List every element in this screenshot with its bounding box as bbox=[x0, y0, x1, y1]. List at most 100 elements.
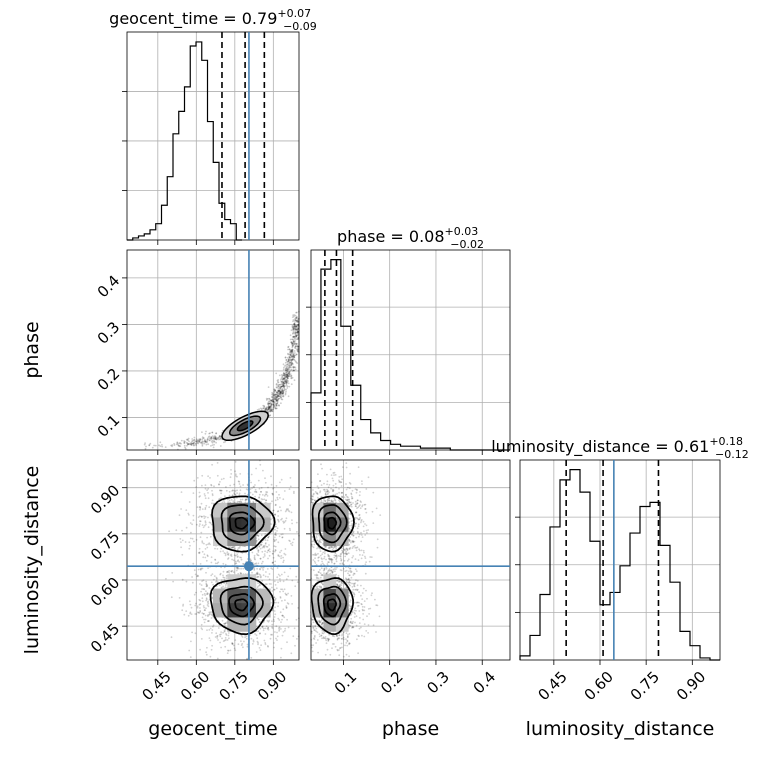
phase-vs-geocent-sample-point bbox=[290, 349, 293, 352]
ld-vs-phase-sample-point bbox=[360, 540, 363, 543]
ld-vs-phase-sample-point bbox=[317, 559, 320, 562]
ld-vs-geocent-sample-point bbox=[256, 640, 259, 643]
ld-vs-phase-sample-point bbox=[348, 594, 351, 597]
phase-vs-geocent-sample-point bbox=[268, 400, 271, 403]
ld-vs-phase-sample-point bbox=[347, 486, 349, 489]
phase-vs-geocent-sample-point bbox=[293, 323, 296, 325]
phase-vs-geocent-sample-point bbox=[292, 314, 294, 316]
phase-vs-geocent-sample-point bbox=[276, 397, 278, 399]
phase-vs-geocent-sample-point bbox=[277, 395, 279, 397]
ld-vs-geocent-sample-point bbox=[271, 553, 274, 555]
ld-vs-phase-sample-point bbox=[351, 586, 354, 588]
phase-vs-geocent-sample-point bbox=[286, 377, 289, 379]
ld-vs-phase-sample-point bbox=[352, 626, 355, 629]
ld-vs-geocent-sample-point bbox=[279, 506, 281, 508]
phase-vs-geocent-sample-point bbox=[278, 385, 280, 388]
ld-vs-geocent-sample-point bbox=[201, 597, 204, 600]
phase-vs-geocent-sample-point bbox=[272, 394, 274, 397]
ld-vs-phase-sample-point bbox=[316, 547, 318, 550]
ld-vs-geocent-sample-point bbox=[193, 569, 196, 572]
phase-vs-geocent-sample-point bbox=[268, 402, 271, 405]
ld-vs-geocent-sample-point bbox=[201, 628, 204, 631]
phase-vs-geocent-sample-point bbox=[280, 392, 282, 395]
phase-vs-geocent-sample-point bbox=[291, 338, 294, 341]
ld-vs-geocent-sample-point bbox=[259, 557, 262, 560]
phase-vs-geocent-sample-point bbox=[287, 346, 289, 349]
phase-vs-geocent-sample-point bbox=[277, 397, 280, 400]
phase-vs-geocent-sample-point bbox=[288, 373, 291, 376]
ld-vs-geocent-sample-point bbox=[273, 539, 276, 542]
phase-vs-geocent-sample-point bbox=[294, 319, 297, 321]
ld-vs-phase-sample-point bbox=[334, 483, 337, 485]
ld-vs-geocent-sample-point bbox=[262, 556, 265, 559]
ld-vs-phase-sample-point bbox=[357, 499, 359, 502]
phase-vs-geocent-sample-point bbox=[159, 441, 162, 444]
phase-vs-geocent-sample-point bbox=[277, 393, 280, 396]
phase-vs-geocent-sample-point bbox=[284, 374, 286, 377]
ld-vs-geocent-sample-point bbox=[203, 606, 206, 609]
phase-vs-geocent-sample-point bbox=[282, 372, 285, 374]
ld-vs-geocent-sample-point bbox=[232, 500, 235, 502]
ld-vs-geocent-sample-point bbox=[211, 489, 213, 492]
ld-vs-phase-sample-point bbox=[312, 492, 315, 495]
ld-vs-geocent-sample-point bbox=[222, 477, 225, 480]
phase-vs-geocent-sample-point bbox=[206, 440, 209, 442]
phase-vs-geocent-sample-point bbox=[288, 364, 291, 367]
ld-vs-geocent-sample-point bbox=[289, 477, 292, 479]
phase-vs-geocent-sample-point bbox=[276, 396, 279, 398]
ld-vs-geocent-sample-point bbox=[260, 487, 263, 489]
phase-vs-geocent-sample-point bbox=[282, 377, 285, 380]
ld-vs-geocent-sample-point bbox=[205, 599, 208, 602]
ld-vs-phase-sample-point bbox=[367, 632, 369, 634]
ld-vs-phase-sample-point bbox=[321, 560, 323, 563]
ld-vs-geocent-sample-point bbox=[199, 508, 201, 511]
ld-vs-geocent-sample-point bbox=[206, 593, 209, 595]
ld-vs-geocent-sample-point bbox=[255, 634, 258, 637]
phase-vs-geocent-sample-point bbox=[290, 363, 293, 366]
phase-vs-geocent-sample-point bbox=[208, 439, 211, 442]
phase-vs-geocent-sample-point bbox=[268, 402, 271, 405]
ld-vs-geocent-sample-point bbox=[257, 630, 259, 633]
phase-vs-geocent-sample-point bbox=[274, 397, 277, 400]
ld-vs-geocent-sample-point bbox=[264, 550, 266, 553]
phase-vs-geocent-sample-point bbox=[274, 407, 277, 410]
ld-vs-geocent-sample-point bbox=[225, 639, 227, 641]
title-err-minus-geocent_time: −0.09 bbox=[283, 20, 317, 33]
ld-vs-geocent-sample-point bbox=[269, 637, 272, 640]
phase-vs-geocent-sample-point bbox=[284, 373, 286, 376]
title-err-plus-luminosity_distance: +0.18 bbox=[709, 435, 743, 448]
ld-vs-geocent-sample-point bbox=[204, 609, 206, 612]
ld-vs-geocent-sample-point bbox=[282, 631, 285, 633]
ld-vs-geocent-sample-point bbox=[258, 487, 261, 490]
ld-vs-phase-sample-point bbox=[354, 546, 357, 549]
ld-vs-phase-sample-point bbox=[312, 621, 315, 624]
ld-vs-phase-sample-point bbox=[331, 572, 334, 574]
ld-vs-geocent-sample-point bbox=[280, 621, 282, 623]
ld-vs-phase-sample-point bbox=[341, 549, 343, 552]
phase-vs-geocent-sample-point bbox=[288, 373, 291, 376]
phase-vs-geocent-sample-point bbox=[267, 410, 270, 413]
ld-vs-geocent-sample-point bbox=[232, 494, 234, 497]
phase-vs-geocent-sample-point bbox=[145, 445, 147, 448]
phase-vs-geocent-sample-point bbox=[213, 443, 216, 446]
phase-vs-geocent-sample-point bbox=[279, 388, 282, 390]
phase-vs-geocent-sample-point bbox=[285, 371, 287, 374]
ld-vs-geocent-sample-point bbox=[229, 484, 232, 487]
phase-vs-geocent-sample-point bbox=[281, 392, 284, 395]
ld-vs-geocent-sample-point bbox=[245, 635, 248, 638]
phase-vs-geocent-sample-point bbox=[286, 360, 289, 363]
phase-vs-geocent-sample-point bbox=[287, 365, 289, 368]
ld-vs-geocent-sample-point bbox=[264, 477, 266, 480]
phase-vs-geocent-sample-point bbox=[292, 336, 294, 338]
ld-vs-geocent-sample-point bbox=[267, 549, 270, 552]
phase-vs-geocent-sample-point bbox=[291, 358, 294, 361]
ld-vs-geocent-sample-point bbox=[220, 586, 223, 589]
ld-vs-geocent-sample-point bbox=[205, 651, 208, 654]
ld-vs-geocent-sample-point bbox=[204, 556, 207, 559]
ld-vs-phase-sample-point bbox=[355, 491, 358, 494]
phase-vs-geocent-sample-point bbox=[288, 372, 290, 374]
ld-vs-phase-sample-point bbox=[341, 634, 343, 637]
ld-vs-geocent-sample-point bbox=[195, 539, 198, 541]
ld-vs-phase-sample-point bbox=[366, 597, 368, 600]
phase-vs-geocent-sample-point bbox=[281, 380, 284, 383]
